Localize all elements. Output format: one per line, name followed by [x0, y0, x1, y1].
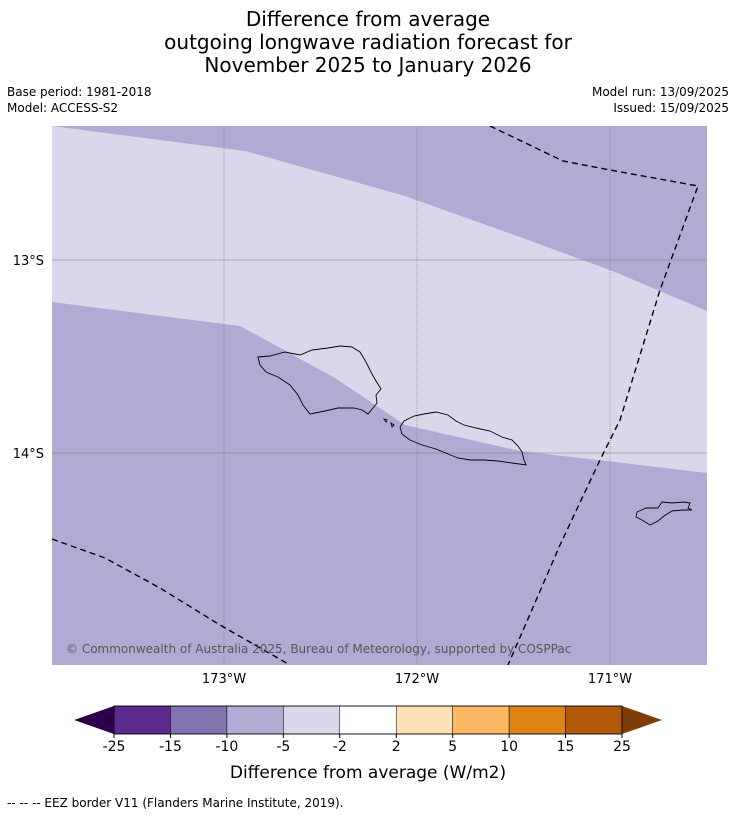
upolu-island	[399, 411, 527, 466]
model-run-text: Model run: 13/09/2025	[591, 85, 729, 99]
colorbar-tick-label: -25	[103, 739, 126, 755]
gridlines	[52, 126, 707, 665]
colorbar-tick-label: 25	[613, 739, 631, 755]
colorbar-segment	[113, 705, 171, 735]
light-anomaly-band	[52, 126, 707, 473]
colorbar-segment	[565, 705, 623, 735]
colorbar-tick-label: -2	[333, 739, 347, 755]
lon-label-172w: 172°W	[395, 672, 439, 687]
lat-label-13s: 13°S	[13, 254, 44, 269]
base-period-text: Base period: 1981-2018	[7, 85, 152, 99]
colorbar-label: Difference from average (W/m2)	[230, 763, 506, 783]
colorbar-tick-label: -10	[215, 739, 238, 755]
eez-border	[52, 126, 699, 665]
colorbar-tick-label: 5	[448, 739, 457, 755]
colorbar-segment	[508, 705, 566, 735]
colorbar-tick-label: 10	[500, 739, 518, 755]
colorbar-frame	[113, 705, 623, 735]
colorbar-over-arrow	[622, 706, 662, 734]
lon-label-173w: 173°W	[202, 672, 246, 687]
lat-label-14s: 14°S	[13, 447, 44, 462]
colorbar-under-arrow	[74, 706, 114, 734]
colorbar-segment	[283, 705, 341, 735]
tutuila-island	[635, 501, 693, 526]
colorbar-segment	[226, 705, 284, 735]
lon-label-171w: 171°W	[588, 672, 632, 687]
islands	[257, 345, 693, 526]
eez-legend-text: -- -- -- EEZ border V11 (Flanders Marine…	[7, 796, 344, 810]
title-line-3: November 2025 to January 2026	[204, 53, 532, 77]
colorbar-tick-label: 2	[392, 739, 401, 755]
colorbar-tick-label: -15	[159, 739, 182, 755]
colorbar-segment	[170, 705, 228, 735]
model-text: Model: ACCESS-S2	[7, 101, 119, 115]
small-islets	[382, 418, 395, 428]
colorbar: -25 -15 -10 -5 -2 2 5 10 15 25 Difference from av…	[74, 705, 662, 783]
colorbar-segment	[452, 705, 510, 735]
issued-text: Issued: 15/09/2025	[613, 101, 729, 115]
map-panel: © Commonwealth of Australia 2025, Bureau…	[52, 126, 707, 665]
title-line-2: outgoing longwave radiation forecast for	[164, 30, 572, 54]
eez-border-east	[489, 126, 699, 665]
copyright-text: © Commonwealth of Australia 2025, Bureau…	[66, 642, 571, 656]
title-line-1: Difference from average	[245, 7, 491, 31]
savaii-island	[257, 345, 382, 415]
colorbar-tick-label: 15	[557, 739, 575, 755]
colorbar-tick-label: -5	[276, 739, 290, 755]
colorbar-segment	[395, 705, 453, 735]
colorbar-segment	[339, 705, 397, 735]
